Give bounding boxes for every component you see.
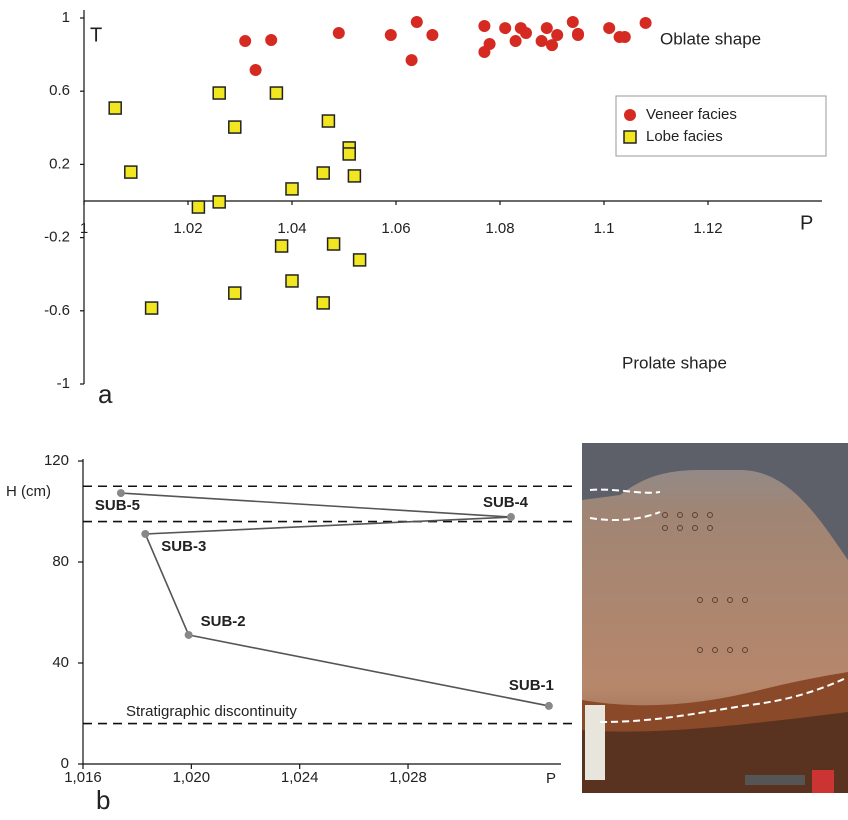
y-tick-label: -0.2 — [44, 229, 70, 246]
x-tick-label: 1,028 — [389, 769, 427, 786]
data-point — [317, 297, 329, 309]
point-label: SUB-4 — [483, 494, 529, 511]
data-point — [354, 254, 366, 266]
data-point — [406, 54, 418, 66]
y-tick-label: -1 — [57, 375, 70, 392]
data-point — [603, 22, 615, 34]
y-axis-label: H (cm) — [6, 483, 51, 500]
data-point — [286, 275, 298, 287]
x-tick-label: 1.04 — [277, 220, 306, 237]
y-tick-label: 0.2 — [49, 155, 70, 172]
legend-marker — [624, 109, 636, 121]
data-point — [117, 489, 125, 497]
data-point — [276, 240, 288, 252]
data-point — [507, 513, 515, 521]
x-tick-label: 1,020 — [173, 769, 211, 786]
x-tick-label: 1,016 — [64, 769, 102, 786]
data-point — [545, 702, 553, 710]
x-axis-label: P — [800, 212, 813, 234]
data-point — [185, 631, 193, 639]
x-tick-label: 1 — [80, 220, 88, 237]
annotation: Stratigraphic discontinuity — [126, 703, 297, 720]
data-point — [322, 115, 334, 127]
data-point — [146, 302, 158, 314]
point-label: SUB-3 — [161, 538, 206, 555]
panel-label: b — [96, 785, 110, 815]
data-point — [229, 287, 241, 299]
data-point — [239, 35, 251, 47]
y-tick-label: 80 — [52, 553, 69, 570]
legend-label: Veneer facies — [646, 106, 737, 123]
field-photo — [582, 443, 848, 793]
y-tick-label: 0.6 — [49, 82, 70, 99]
data-point — [567, 16, 579, 28]
data-point — [328, 238, 340, 250]
y-axis-label: T — [90, 24, 102, 46]
point-label: SUB-1 — [509, 677, 554, 694]
x-tick-label: 1.06 — [381, 220, 410, 237]
data-point — [499, 22, 511, 34]
x-tick-label: 1.08 — [485, 220, 514, 237]
x-tick-label: 1.12 — [693, 220, 722, 237]
data-point — [411, 16, 423, 28]
data-point — [619, 31, 631, 43]
point-label: SUB-2 — [201, 613, 246, 630]
data-point — [343, 148, 355, 160]
data-point — [510, 35, 522, 47]
data-point — [109, 102, 121, 114]
legend-marker — [624, 131, 636, 143]
data-point — [478, 20, 490, 32]
data-point — [551, 29, 563, 41]
data-point — [541, 22, 553, 34]
data-point — [141, 530, 149, 538]
x-axis-label: P — [546, 770, 556, 787]
data-point — [536, 35, 548, 47]
y-tick-label: 1 — [62, 9, 70, 26]
x-tick-label: 1.02 — [173, 220, 202, 237]
data-point — [333, 27, 345, 39]
data-point — [484, 38, 496, 50]
legend-label: Lobe facies — [646, 128, 723, 145]
data-point — [286, 183, 298, 195]
data-point — [572, 28, 584, 40]
figure: 1 0.6 0.2 -0.2 -0.6 -1 1 1.02 1.04 1.06 1.08 1.1 1.1… — [0, 0, 848, 820]
annotation: Oblate shape — [660, 29, 761, 48]
data-point — [229, 121, 241, 133]
data-point — [250, 64, 262, 76]
x-tick-label: 1,024 — [281, 769, 319, 786]
data-point — [520, 27, 532, 39]
data-point — [317, 167, 329, 179]
data-point — [640, 17, 652, 29]
y-tick-label: -0.6 — [44, 302, 70, 319]
data-point — [125, 166, 137, 178]
panel-label: a — [98, 379, 113, 409]
data-point — [265, 34, 277, 46]
x-tick-label: 1.1 — [594, 220, 615, 237]
data-point — [213, 87, 225, 99]
data-line — [121, 493, 549, 706]
data-point — [213, 196, 225, 208]
data-point — [192, 201, 204, 213]
y-tick-label: 40 — [52, 654, 69, 671]
data-point — [385, 29, 397, 41]
data-point — [426, 29, 438, 41]
data-point — [270, 87, 282, 99]
y-tick-label: 120 — [44, 452, 69, 469]
data-point — [348, 170, 360, 182]
point-label: SUB-5 — [95, 497, 140, 514]
annotation: Prolate shape — [622, 353, 727, 372]
